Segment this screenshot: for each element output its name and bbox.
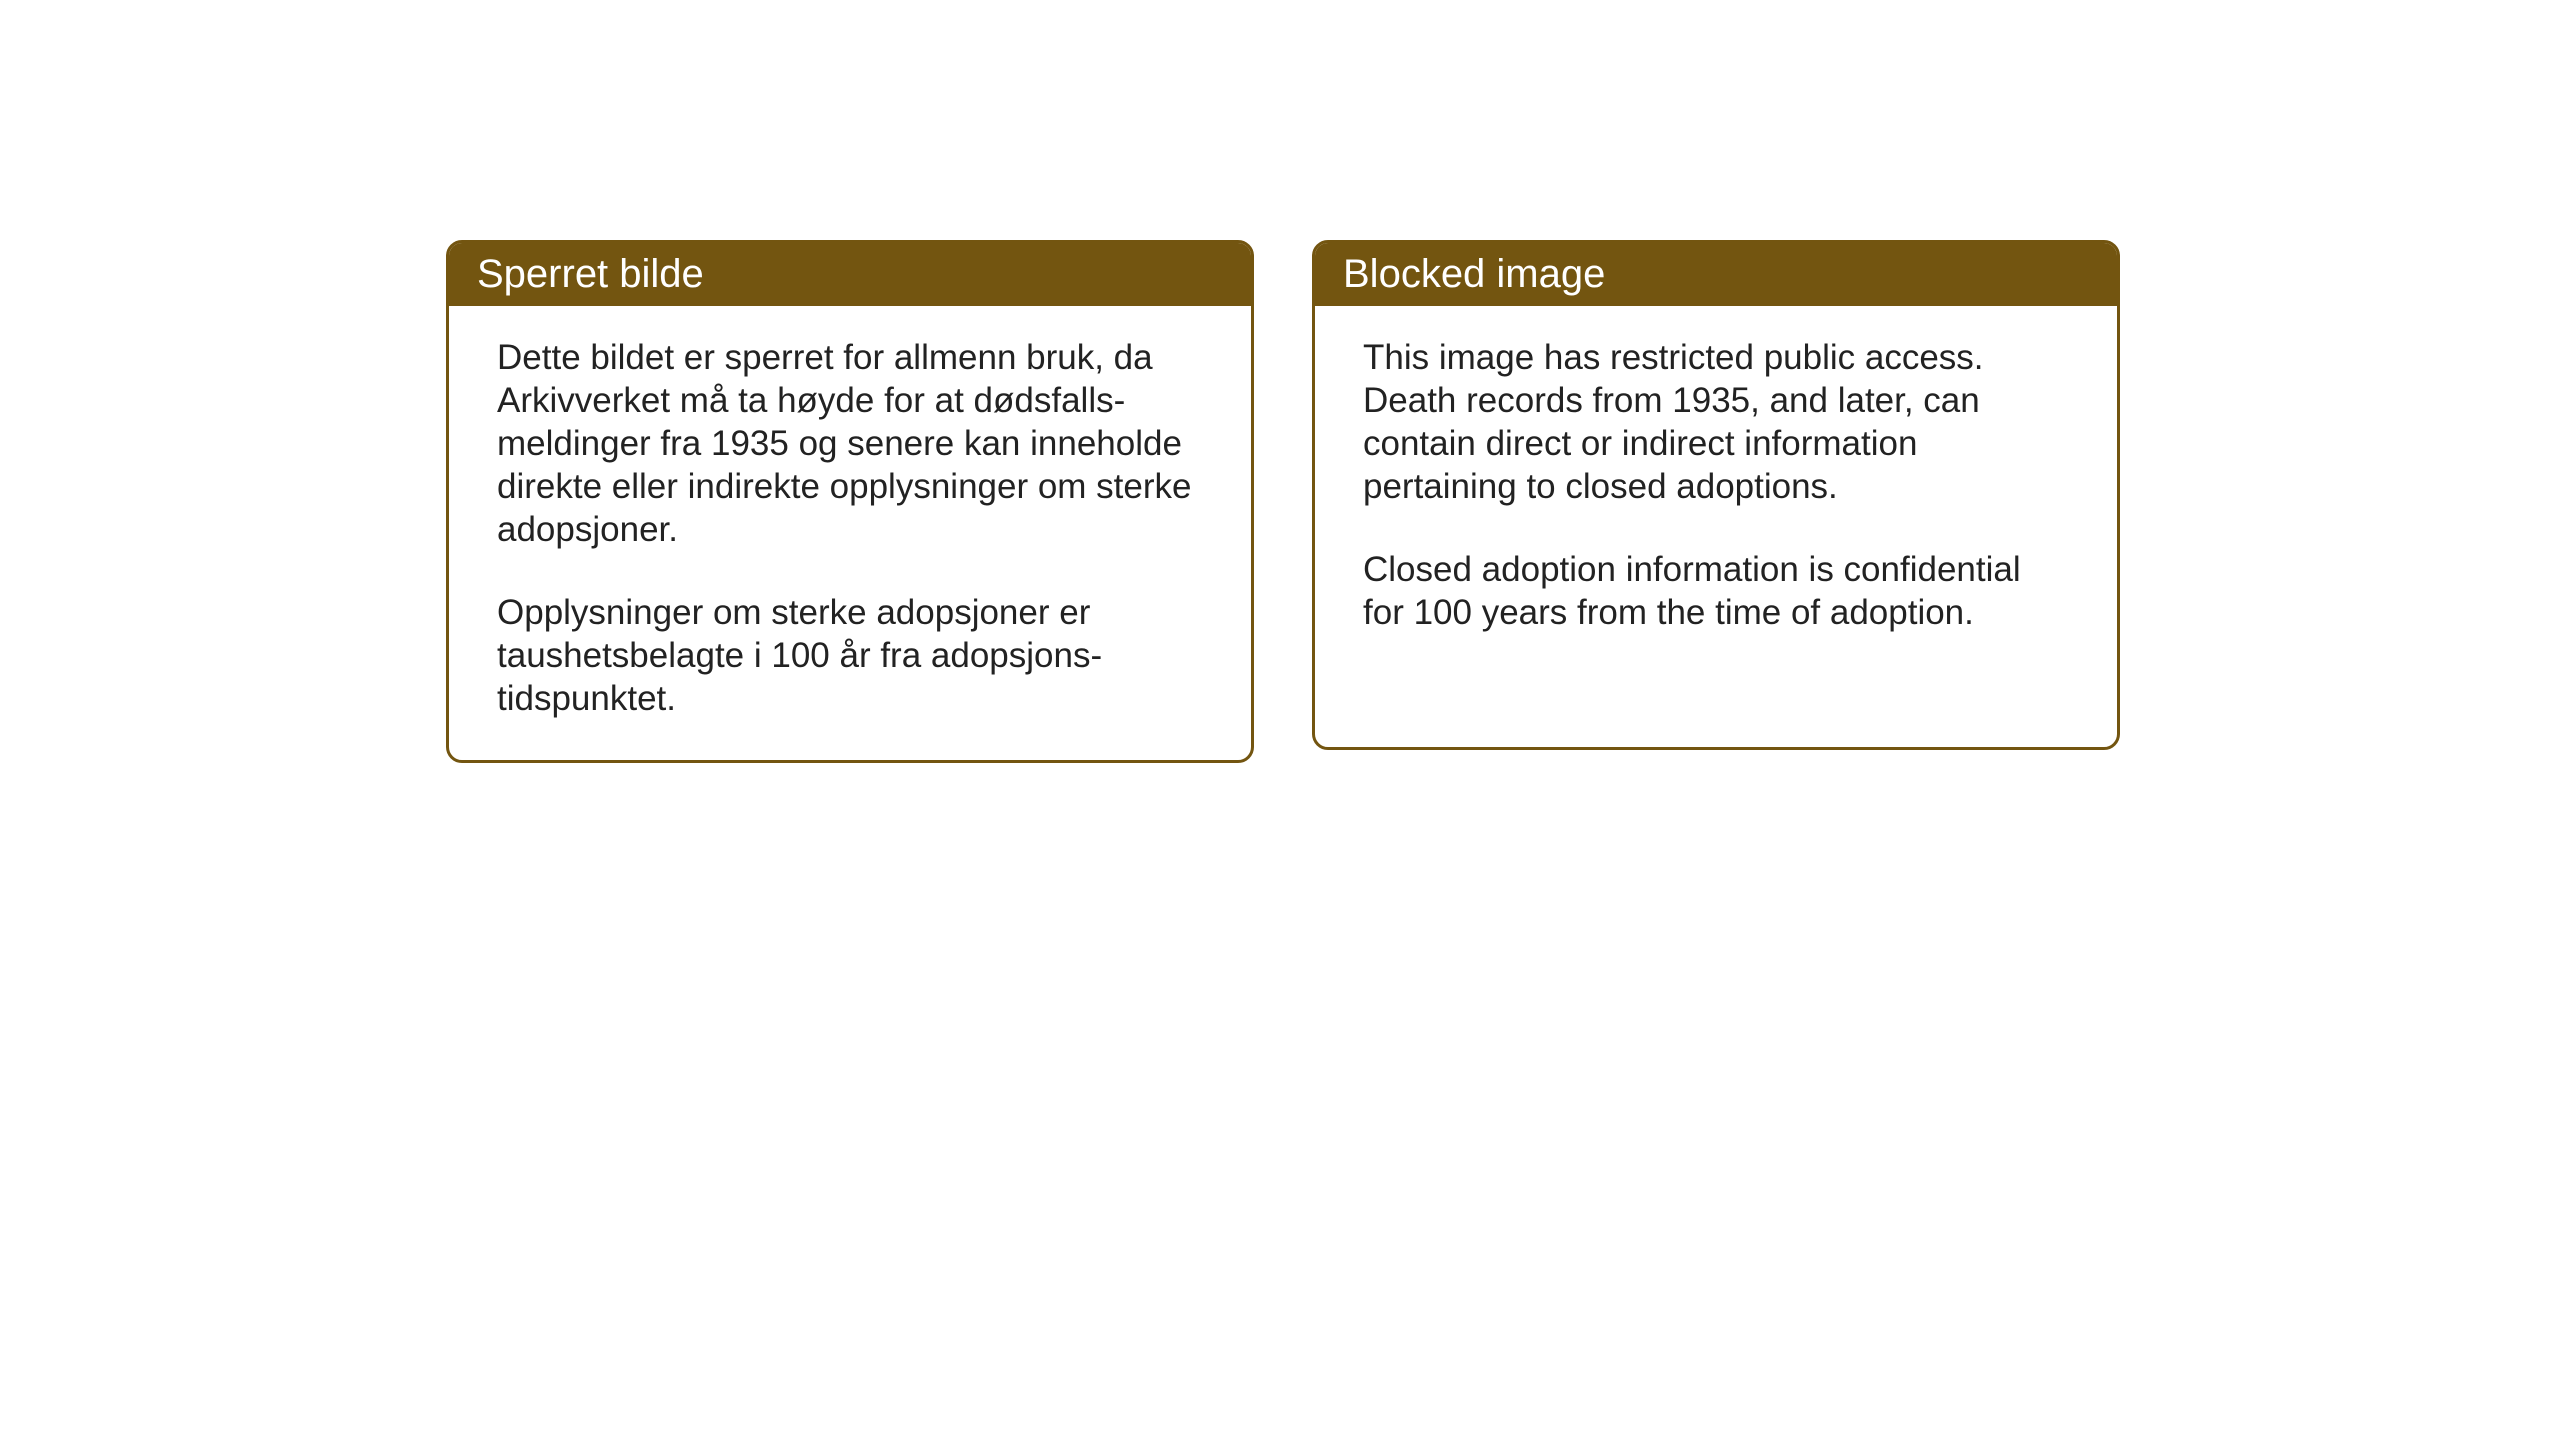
panels-container: Sperret bilde Dette bildet er sperret fo…: [446, 240, 2120, 763]
panel-paragraph: Opplysninger om sterke adopsjoner er tau…: [497, 591, 1203, 720]
panel-paragraph: Closed adoption information is confident…: [1363, 548, 2069, 634]
panel-paragraph: This image has restricted public access.…: [1363, 336, 2069, 508]
panel-body-english: This image has restricted public access.…: [1315, 306, 2117, 674]
panel-paragraph: Dette bildet er sperret for allmenn bruk…: [497, 336, 1203, 551]
panel-norwegian: Sperret bilde Dette bildet er sperret fo…: [446, 240, 1254, 763]
panel-header-english: Blocked image: [1315, 243, 2117, 306]
panel-english: Blocked image This image has restricted …: [1312, 240, 2120, 750]
panel-body-norwegian: Dette bildet er sperret for allmenn bruk…: [449, 306, 1251, 760]
panel-header-norwegian: Sperret bilde: [449, 243, 1251, 306]
